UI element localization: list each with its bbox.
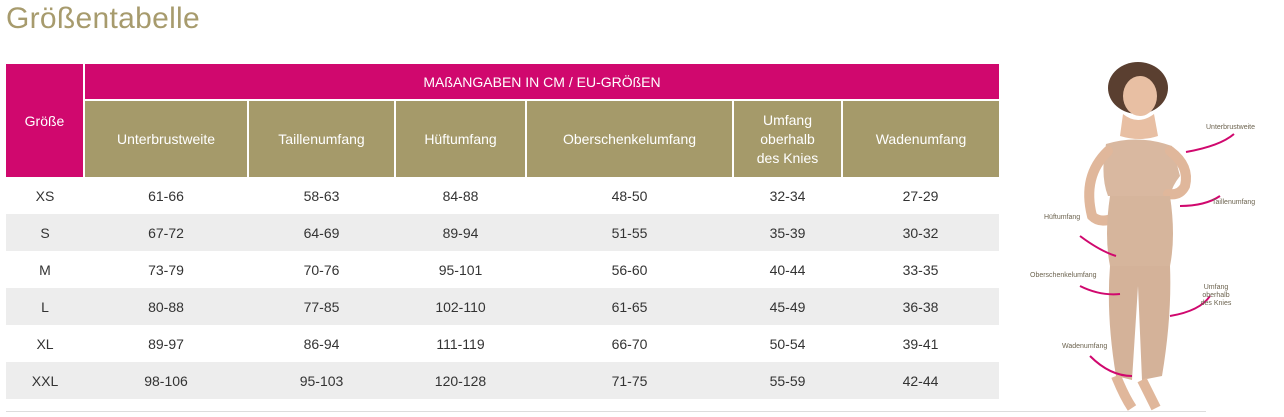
value-cell: 86-94 bbox=[303, 335, 340, 352]
value-cell: 61-66 bbox=[148, 187, 184, 204]
value-cell: 48-50 bbox=[611, 187, 648, 204]
column-header-calf: Wadenumfang bbox=[842, 100, 1000, 177]
column-header-hip: Hüftumfang bbox=[395, 100, 527, 177]
value-cell: 56-60 bbox=[611, 261, 648, 278]
value-cell: 45-49 bbox=[733, 288, 842, 325]
value-cell: 98-106 bbox=[84, 362, 248, 399]
value-cell: 89-97 bbox=[148, 335, 184, 352]
value-cell: 111-119 bbox=[436, 335, 485, 352]
column-header-underbust: Unterbrustweite bbox=[84, 100, 249, 177]
size-cell: L bbox=[6, 288, 84, 325]
value-cell: 39-41 bbox=[902, 335, 939, 352]
measurement-figure: Unterbrustweite Taillenumfang Hüftumfang… bbox=[1020, 56, 1284, 412]
value-cell: 80-88 bbox=[84, 288, 248, 325]
column-header-above-knee: Umfang oberhalb des Knies bbox=[733, 100, 843, 177]
value-cell: 70-76 bbox=[303, 261, 340, 278]
value-cell: 33-35 bbox=[902, 261, 939, 278]
value-cell: 73-79 bbox=[148, 261, 184, 278]
size-column-header: Größe bbox=[6, 64, 85, 177]
value-cell: 58-63 bbox=[303, 187, 340, 204]
size-cell: XL bbox=[36, 335, 54, 352]
value-cell: 89-94 bbox=[395, 214, 526, 251]
value-cell: 51-55 bbox=[526, 214, 733, 251]
value-cell: 61-65 bbox=[526, 288, 733, 325]
value-cell: 42-44 bbox=[842, 362, 1000, 399]
figure-label-thigh: Oberschenkelumfang bbox=[1030, 272, 1097, 279]
size-cell: XS bbox=[35, 187, 55, 204]
value-cell: 40-44 bbox=[769, 261, 806, 278]
value-cell: 30-32 bbox=[842, 214, 1000, 251]
above-knee-line-2: oberhalb bbox=[760, 130, 815, 147]
size-chart-table: Größe MAßANGABEN IN CM / EU-GRÖßEN Unter… bbox=[6, 64, 1000, 399]
table-row: XS 61-66 58-63 84-88 48-50 32-34 27-29 bbox=[6, 177, 999, 214]
figure-label-underbust: Unterbrustweite bbox=[1206, 124, 1256, 131]
value-cell: 64-69 bbox=[248, 214, 395, 251]
size-cell: XXL bbox=[6, 362, 84, 399]
value-cell: 32-34 bbox=[769, 187, 806, 204]
body-silhouette-illustration bbox=[1079, 62, 1235, 411]
value-cell: 66-70 bbox=[611, 335, 648, 352]
column-header-waist: Taillenumfang bbox=[248, 100, 396, 177]
value-cell: 84-88 bbox=[442, 187, 479, 204]
table-row: XL 89-97 86-94 111-119 66-70 50-54 39-41 bbox=[6, 325, 999, 362]
value-cell: 27-29 bbox=[902, 187, 939, 204]
figure-label-hip: Hüftumfang bbox=[1044, 214, 1081, 221]
measurements-group-header: MAßANGABEN IN CM / EU-GRÖßEN bbox=[84, 64, 1000, 101]
figure-label-above-knee: Umfang oberhalb des Knies bbox=[1200, 284, 1232, 307]
column-header-thigh: Oberschenkelumfang bbox=[526, 100, 734, 177]
value-cell: 120-128 bbox=[395, 362, 526, 399]
table-row: XXL 98-106 95-103 120-128 71-75 55-59 42… bbox=[6, 362, 1000, 399]
value-cell: 77-85 bbox=[248, 288, 395, 325]
above-knee-line-3: des Knies bbox=[756, 149, 819, 166]
table-row: L 80-88 77-85 102-110 61-65 45-49 36-38 bbox=[6, 288, 1000, 325]
table-bottom-divider bbox=[6, 411, 1206, 412]
page-title: Größentabelle bbox=[6, 2, 201, 35]
value-cell: 67-72 bbox=[84, 214, 248, 251]
size-cell: S bbox=[6, 214, 84, 251]
value-cell: 50-54 bbox=[769, 335, 806, 352]
value-cell: 71-75 bbox=[526, 362, 733, 399]
above-knee-line-1: Umfang bbox=[762, 111, 813, 128]
table-row: S 67-72 64-69 89-94 51-55 35-39 30-32 bbox=[6, 214, 1000, 251]
value-cell: 35-39 bbox=[733, 214, 842, 251]
figure-label-calf: Wadenumfang bbox=[1062, 343, 1108, 350]
value-cell: 95-101 bbox=[438, 261, 483, 278]
figure-label-waist: Taillenumfang bbox=[1212, 199, 1256, 206]
size-cell: M bbox=[39, 261, 51, 278]
value-cell: 102-110 bbox=[395, 288, 526, 325]
value-cell: 36-38 bbox=[842, 288, 1000, 325]
table-row: M 73-79 70-76 95-101 56-60 40-44 33-35 bbox=[6, 251, 999, 288]
value-cell: 55-59 bbox=[733, 362, 842, 399]
value-cell: 95-103 bbox=[248, 362, 395, 399]
